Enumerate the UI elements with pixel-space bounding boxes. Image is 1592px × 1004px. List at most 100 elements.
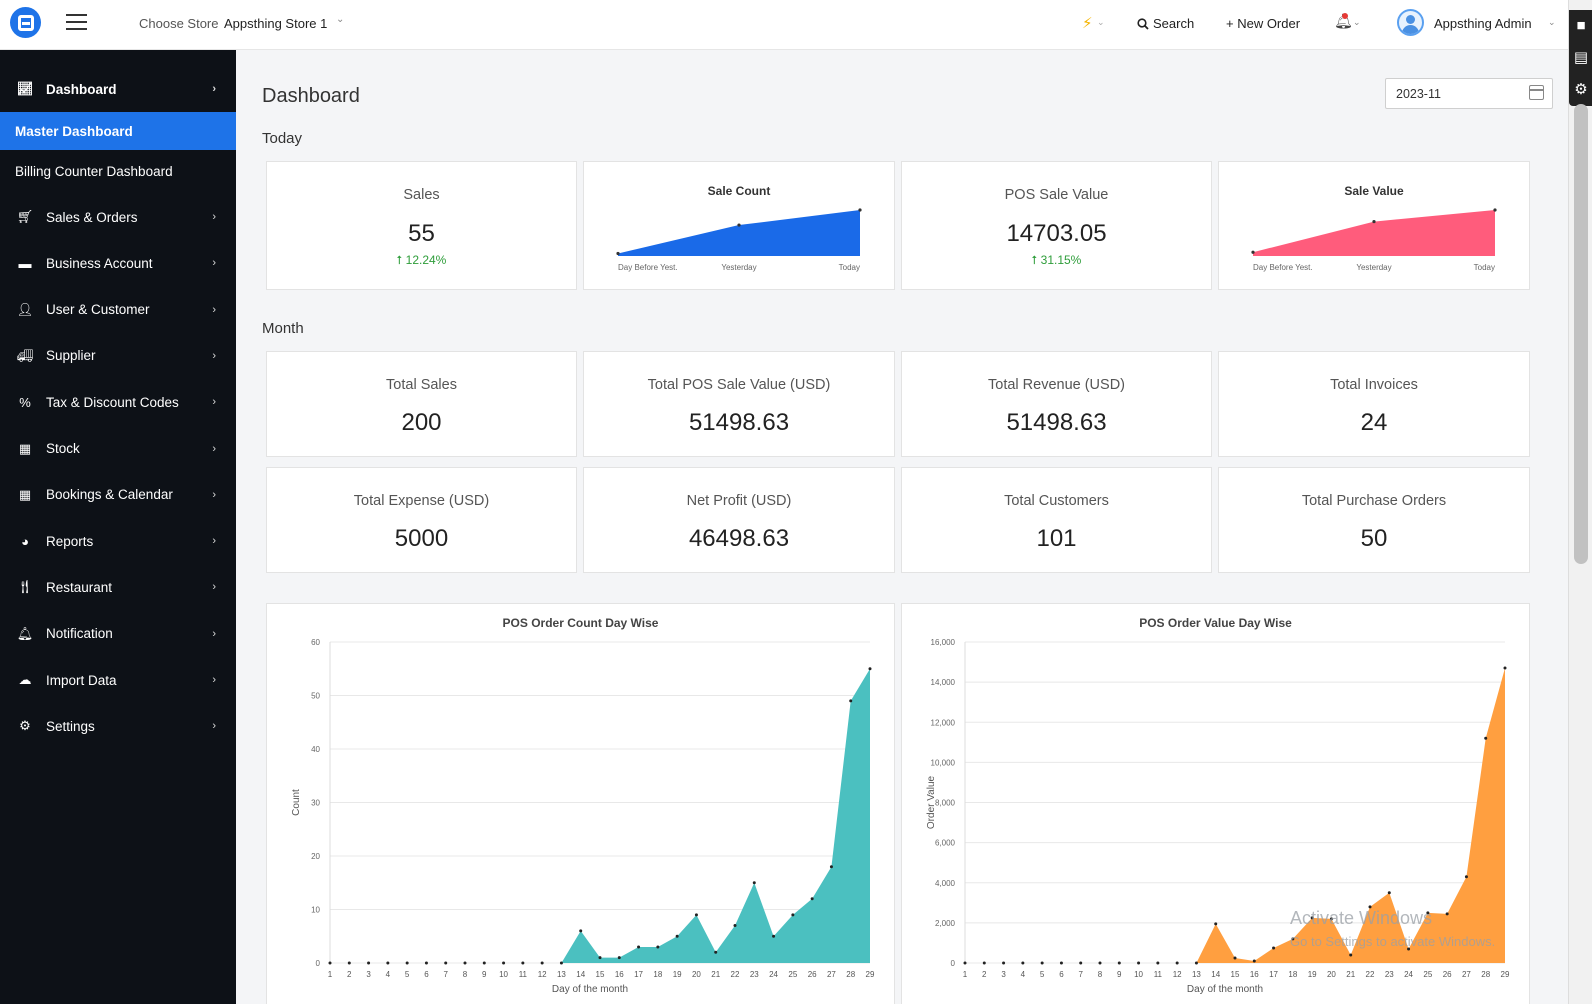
search-button[interactable]: Search [1137, 16, 1194, 31]
x-tick-label: 3 [366, 970, 371, 979]
chevron-down-icon[interactable]: ⌄ [1097, 17, 1105, 27]
new-order-button[interactable]: + New Order [1226, 16, 1301, 31]
arrow-up-icon: ⭡ [1031, 253, 1038, 267]
scrollbar-thumb[interactable] [1574, 104, 1588, 564]
data-point [1329, 917, 1333, 921]
gallery-icon[interactable]: ▤ [1573, 49, 1589, 66]
x-tick-label: 11 [1154, 970, 1163, 979]
x-tick-label: 16 [1250, 970, 1259, 979]
sidebar-item-restaurant[interactable]: 🍴︎ Restaurant › [0, 565, 236, 609]
gear-icon[interactable]: ⚙ [1574, 81, 1588, 98]
top-bar: Choose Store Appsthing Store 1 ⌄ ⚡ ⌄ Sea… [0, 0, 1568, 50]
card-value: 14703.05 [1006, 220, 1107, 247]
change-value: 31.15% [1040, 253, 1082, 267]
data-point [675, 934, 679, 938]
sidebar-item-import-data[interactable]: ☁ Import Data › [0, 658, 236, 702]
sidebar-item-sales-orders[interactable]: 🛒︎ Sales & Orders › [0, 195, 236, 239]
pos-order-count-chart-card: POS Order Count Day Wise 0 10 20 30 40 50 60 1 2… [266, 603, 895, 1004]
sidebar-item-notification[interactable]: 🔔︎ Notification › [0, 612, 236, 656]
x-tick-label: 2 [347, 970, 352, 979]
cart-icon: 🛒︎ [16, 209, 34, 224]
data-point [617, 956, 621, 960]
sidebar-item-business-account[interactable]: ▬ Business Account › [0, 241, 236, 285]
data-point [963, 961, 967, 965]
x-tick-label: 3 [1001, 970, 1006, 979]
sidebar-item-settings[interactable]: ⚙ Settings › [0, 704, 236, 748]
data-point [1252, 959, 1256, 963]
area-series [330, 668, 870, 963]
activate-windows-subtext: Go to Settings to activate Windows. [1290, 934, 1496, 949]
sidebar-item-supplier[interactable]: 🚚︎ Supplier › [0, 334, 236, 378]
card-value: 46498.63 [688, 525, 790, 552]
data-point [1426, 911, 1430, 915]
sidebar-item-bookings-calendar[interactable]: ▦ Bookings & Calendar › [0, 473, 236, 517]
app-logo[interactable] [10, 7, 41, 38]
change-value: 12.24% [405, 253, 447, 267]
chart-title: POS Order Count Day Wise [502, 616, 659, 630]
x-tick-label: 9 [1117, 970, 1122, 979]
area-series [965, 668, 1505, 963]
card-title: Total POS Sale Value (USD) [647, 377, 831, 393]
x-tick-label: 13 [1192, 970, 1201, 979]
pie-icon: ◕ [21, 533, 29, 549]
x-tick-label: 2 [982, 970, 987, 979]
notification-bell-icon[interactable]: 🔔︎ [1334, 13, 1354, 30]
user-menu[interactable]: Appsthing Admin [1434, 16, 1532, 31]
menu-toggle-icon[interactable] [66, 14, 87, 30]
x-tick-label: 11 [519, 970, 528, 979]
x-tick-label: 22 [1366, 970, 1375, 979]
mini-chart-label: Today [1474, 263, 1495, 272]
data-point [1233, 956, 1237, 960]
month-picker[interactable]: 2023-11 [1385, 78, 1553, 109]
data-point [540, 961, 544, 965]
video-icon[interactable]: ■ [1576, 17, 1586, 34]
sidebar-item-stock[interactable]: ▦ Stock › [0, 427, 236, 471]
chevron-right-icon: › [212, 674, 216, 686]
sidebar-item-tax-discount-codes[interactable]: % Tax & Discount Codes › [0, 380, 236, 424]
data-point [347, 961, 351, 965]
avatar[interactable] [1397, 9, 1424, 36]
data-point [521, 961, 525, 965]
percent-icon: % [19, 394, 31, 410]
today-sales-card: Sales 55 ⭡ 12.24% [266, 161, 577, 290]
x-tick-label: 8 [463, 970, 468, 979]
month-stat-card: Net Profit (USD) 46498.63 [583, 467, 895, 573]
data-point [1059, 961, 1063, 965]
data-point [1040, 961, 1044, 965]
calendar-icon[interactable] [1529, 85, 1544, 100]
sidebar-item-user-customer[interactable]: 👤︎ User & Customer › [0, 288, 236, 332]
x-tick-label: 15 [1231, 970, 1240, 979]
data-point [482, 961, 486, 965]
y-axis-label: Count [291, 789, 302, 816]
sidebar-subitem-billing-counter-dashboard[interactable]: Billing Counter Dashboard [15, 163, 173, 179]
data-point [1117, 961, 1121, 965]
chevron-down-icon[interactable]: ⌄ [1548, 17, 1556, 27]
x-tick-label: 14 [1211, 970, 1220, 979]
x-tick-label: 20 [692, 970, 701, 979]
utensils-icon: 🍴︎ [16, 579, 34, 595]
sidebar-item-reports[interactable]: ◕ Reports › [0, 519, 236, 563]
notification-dot [1342, 13, 1348, 19]
sidebar-subitem-master-dashboard[interactable]: Master Dashboard [0, 112, 236, 150]
pos-order-value-chart-card: POS Order Value Day Wise 0 2,000 4,000 6,00… [901, 603, 1530, 1004]
card-title: Total Revenue (USD) [988, 377, 1125, 393]
sidebar-item-label: User & Customer [46, 302, 150, 318]
today-sale-count-card: Sale Count Day Before Yest. Yesterday Toda… [583, 161, 895, 290]
chevron-down-icon[interactable]: ⌄ [1353, 17, 1361, 27]
data-point [772, 934, 776, 938]
lightning-icon[interactable]: ⚡ [1082, 15, 1093, 32]
sidebar-item-dashboard[interactable]: 📈︎ Dashboard › [0, 67, 236, 111]
x-tick-label: 18 [653, 970, 662, 979]
data-point [637, 945, 641, 949]
x-axis-label: Day of the month [552, 984, 628, 995]
data-point [1175, 961, 1179, 965]
data-point [328, 961, 332, 965]
month-stat-card: Total Purchase Orders 50 [1218, 467, 1530, 573]
x-tick-label: 26 [808, 970, 817, 979]
data-point [386, 961, 390, 965]
y-tick-label: 60 [311, 638, 320, 647]
chevron-down-icon[interactable]: ⌄ [336, 14, 345, 25]
store-select[interactable]: Appsthing Store 1 [224, 16, 328, 31]
data-point [405, 961, 409, 965]
sidebar-item-label: Bookings & Calendar [46, 487, 173, 503]
